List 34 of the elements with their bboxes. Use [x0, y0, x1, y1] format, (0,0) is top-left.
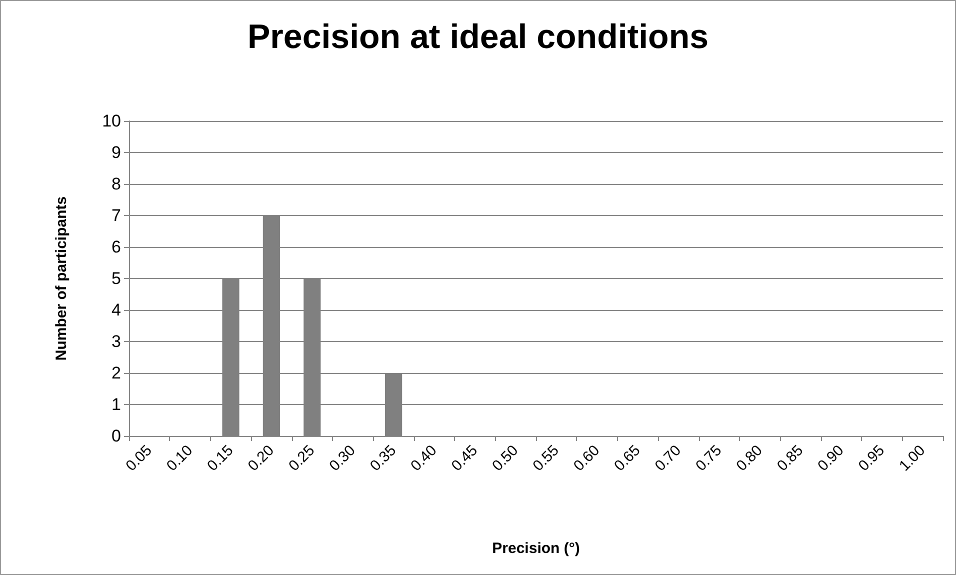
x-axis-title: Precision (°)	[492, 540, 580, 557]
x-tick-label: 0.25	[286, 442, 318, 475]
x-tick-label: 0.80	[733, 442, 766, 475]
x-tick-label: 0.30	[326, 442, 359, 475]
x-tick-label: 0.15	[204, 442, 237, 475]
y-tick-label: 6	[112, 238, 121, 256]
x-tick-label: 0.60	[570, 442, 604, 475]
y-tick-label: 8	[112, 174, 121, 194]
x-tick-label: 0.10	[163, 442, 196, 475]
x-tick-label: 0.85	[774, 442, 807, 475]
x-tick-label: 0.95	[855, 442, 888, 475]
x-tick-label: 0.50	[489, 442, 522, 475]
y-tick-label: 2	[112, 364, 121, 382]
x-tick-label: 0.65	[611, 442, 644, 475]
x-tick-label: 0.75	[692, 442, 726, 475]
x-tick-label: 0.40	[408, 442, 440, 475]
y-tick-label: 1	[112, 395, 121, 414]
x-tick-label: 1.00	[896, 442, 929, 475]
y-tick-label: 9	[112, 143, 121, 162]
x-tick-label: 0.20	[244, 442, 278, 475]
x-tick-label: 0.70	[652, 442, 684, 475]
chart-title: Precision at ideal conditions	[248, 18, 708, 56]
y-tick-label: 0	[112, 426, 121, 446]
y-tick-label: 3	[112, 332, 121, 351]
x-tick-label: 0.05	[122, 442, 156, 475]
x-tick-label: 0.90	[814, 442, 848, 475]
x-tick-label: 0.45	[448, 442, 481, 475]
x-tick-label: 0.35	[366, 442, 400, 475]
y-tick-label: 5	[112, 269, 121, 288]
y-tick-label: 4	[112, 300, 121, 320]
y-axis-title: Number of participants	[53, 196, 70, 361]
y-tick-label: 10	[102, 112, 121, 130]
x-tick-label: 0.55	[530, 442, 562, 475]
y-tick-label: 7	[112, 206, 121, 225]
